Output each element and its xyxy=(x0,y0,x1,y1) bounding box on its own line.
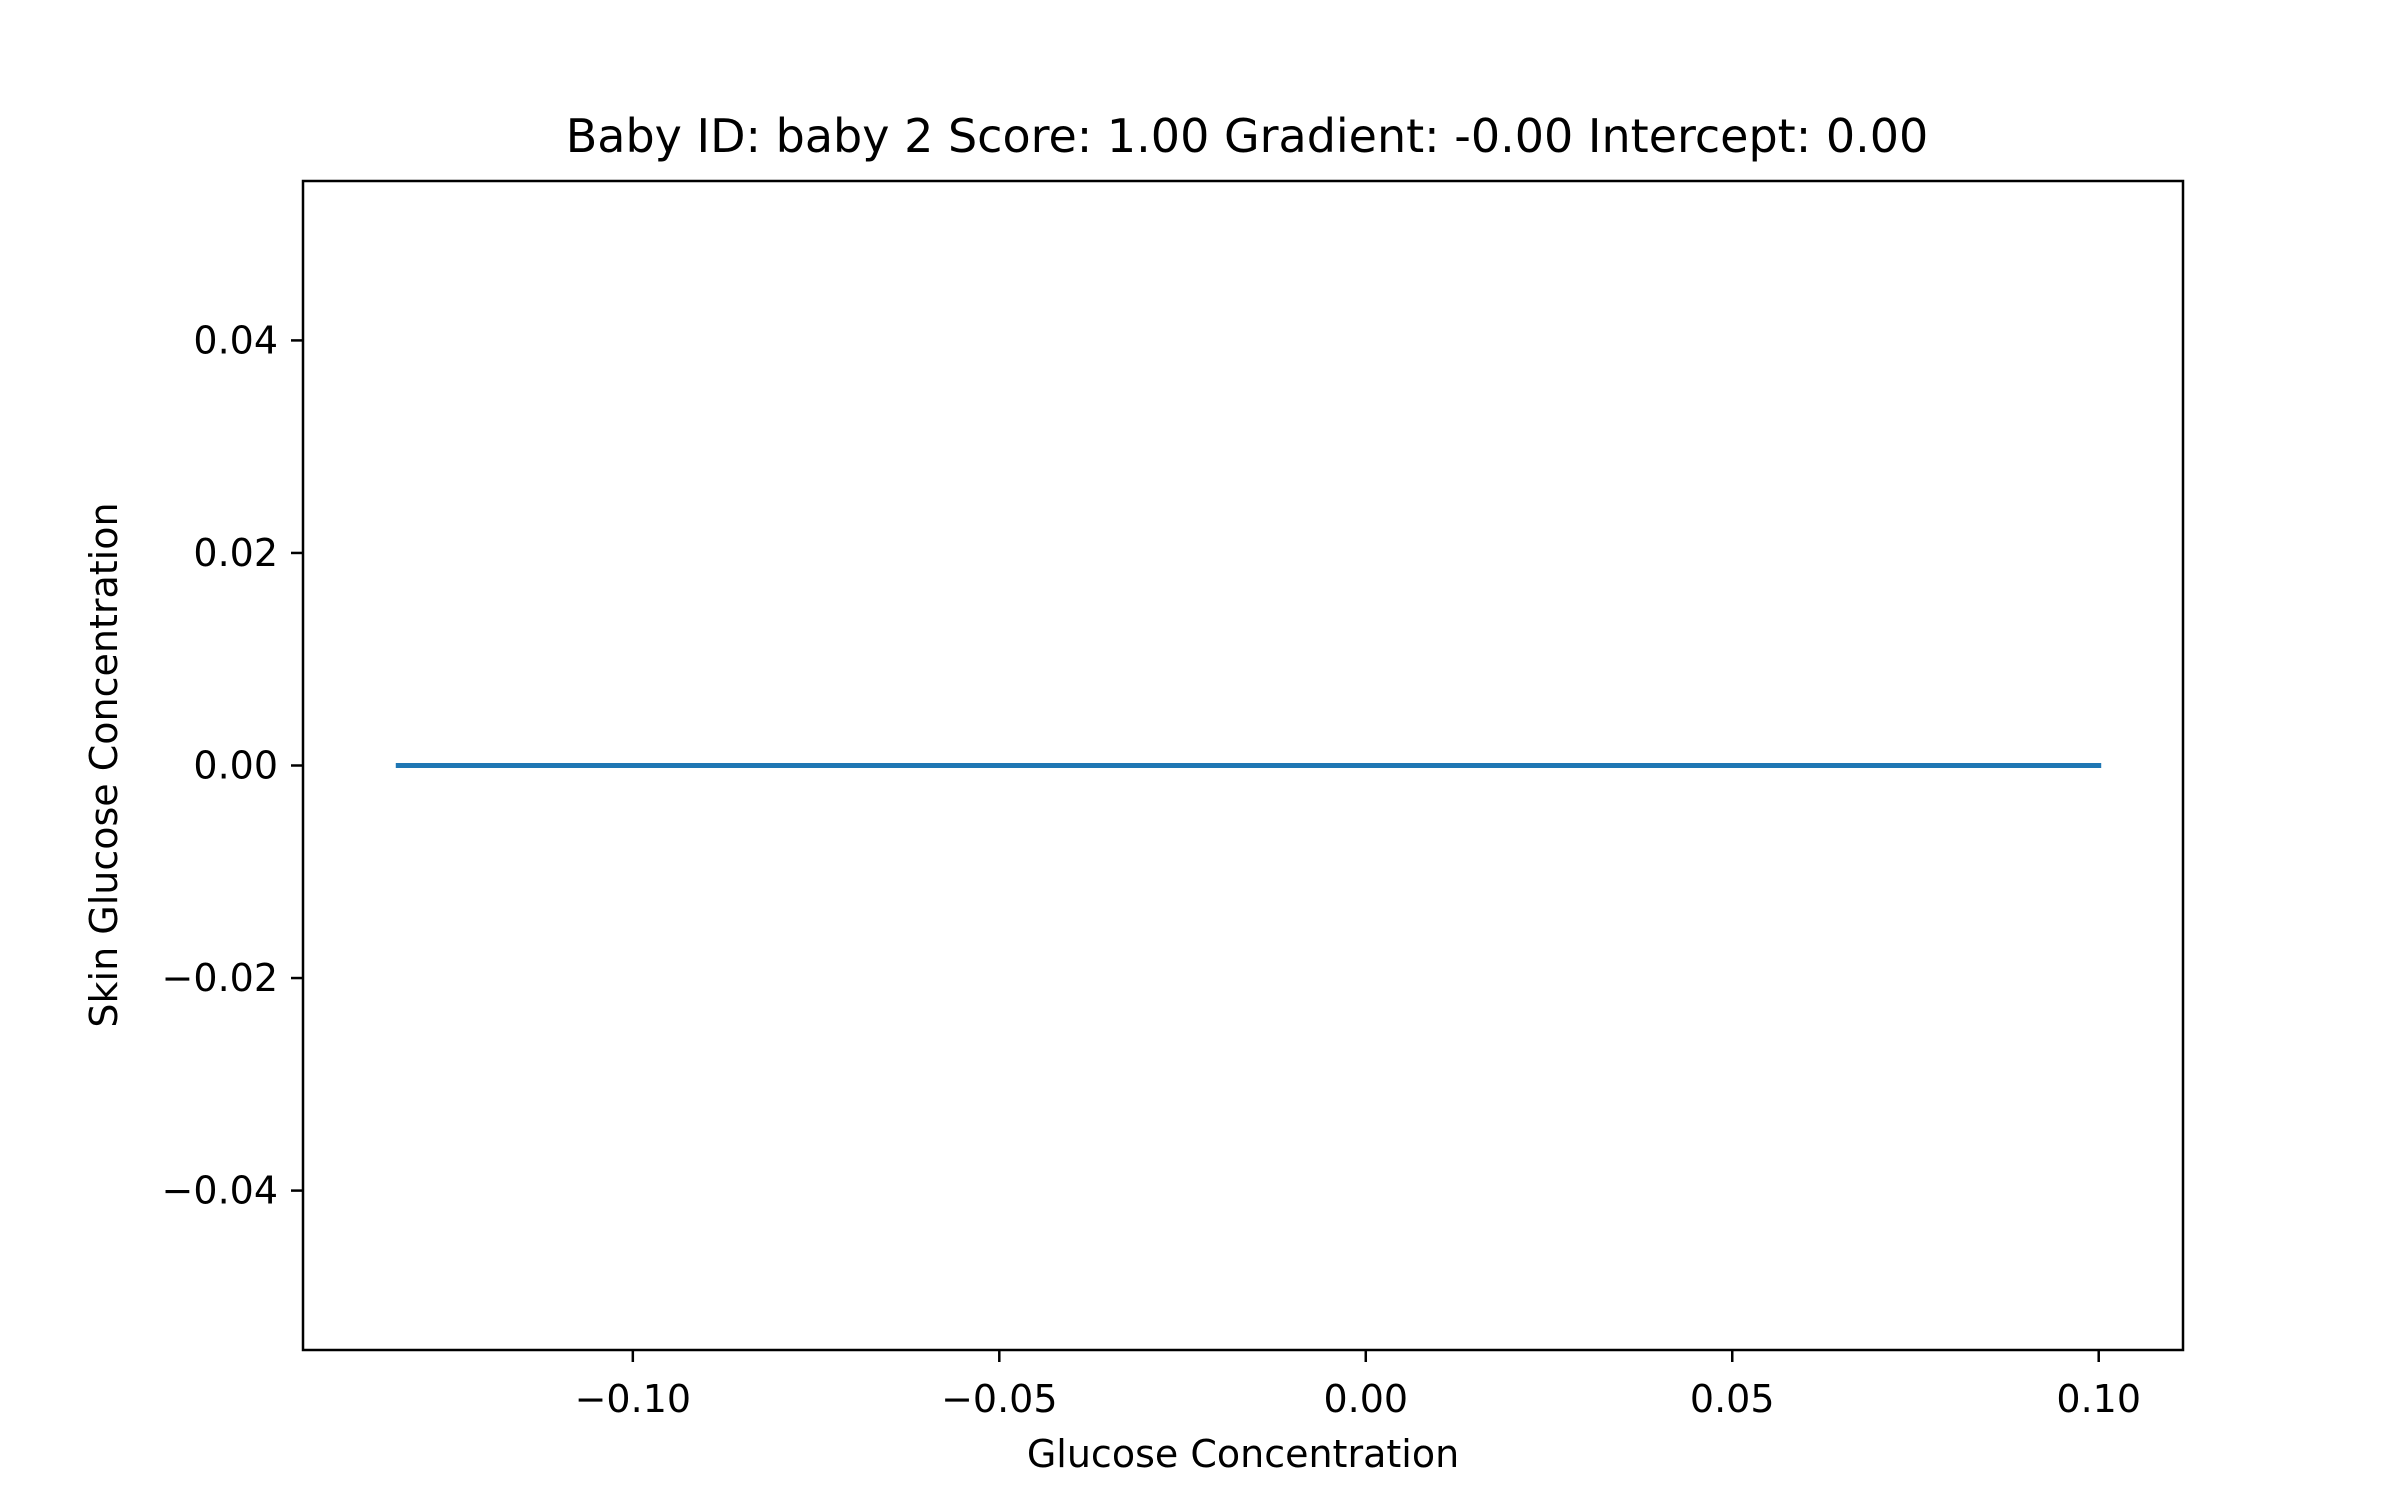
y-tick-label: 0.04 xyxy=(193,318,278,362)
x-tick-label: 0.00 xyxy=(1323,1377,1408,1421)
y-tick-label: −0.04 xyxy=(162,1169,278,1213)
x-axis-ticks: −0.10 −0.05 0.00 0.05 0.10 xyxy=(575,1350,2141,1421)
x-tick-label: 0.10 xyxy=(2056,1377,2141,1421)
y-tick-label: 0.00 xyxy=(193,744,278,788)
x-tick-label: −0.10 xyxy=(575,1377,691,1421)
y-tick-label: 0.02 xyxy=(193,531,278,575)
chart-title: Baby ID: baby 2 Score: 1.00 Gradient: -0… xyxy=(566,109,1929,163)
x-axis-label: Glucose Concentration xyxy=(1027,1432,1459,1476)
x-tick-label: −0.05 xyxy=(941,1377,1057,1421)
y-axis-ticks: 0.04 0.02 0.00 −0.02 −0.04 xyxy=(162,318,303,1213)
y-tick-label: −0.02 xyxy=(162,956,278,1000)
y-axis-label: Skin Glucose Concentration xyxy=(82,502,126,1027)
x-tick-label: 0.05 xyxy=(1690,1377,1775,1421)
